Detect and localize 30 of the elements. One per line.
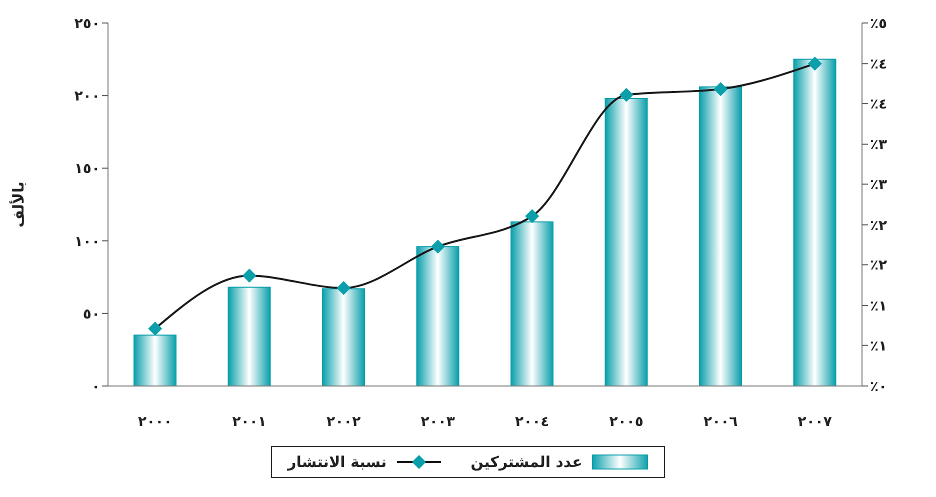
- x-tick-label: ٢٠٠٢: [326, 414, 362, 430]
- legend-label: عدد المشتركين: [470, 453, 582, 471]
- y-tick-label: ٢٥٠: [74, 16, 100, 32]
- bar: [699, 86, 742, 386]
- x-tick-label: ٢٠٠١: [232, 414, 266, 430]
- y-tick-label: ٠: [91, 378, 100, 395]
- legend-label: نسبة الانتشار: [288, 453, 387, 471]
- y-axis-title: بالألف: [8, 182, 28, 228]
- y-tick-label: ٥٠: [82, 306, 100, 322]
- y2-tick-label: ٪٤: [870, 96, 888, 113]
- x-tick-label: ٢٠٠٣: [420, 414, 456, 430]
- y2-tick-label: ٪٤: [870, 56, 888, 73]
- x-tick-label: ٢٠٠٧: [798, 414, 832, 430]
- y-tick-label: ١٠٠: [74, 234, 100, 250]
- y2-tick-label: ٪٢: [870, 218, 888, 234]
- y2-tick-label: ٪٥: [870, 16, 888, 32]
- y2-tick-label: ٪٠: [870, 378, 888, 395]
- y2-tick-label: ٪١: [870, 298, 888, 314]
- y-tick-label: ١٥٠: [74, 161, 100, 178]
- y2-tick-label: ٪٣: [870, 177, 888, 194]
- y-tick-label: ٢٠٠: [74, 88, 100, 105]
- y2-tick-label: ٪٢: [870, 258, 888, 274]
- x-tick-label: ٢٠٠٥: [609, 414, 644, 430]
- y2-tick-label: ٪١: [870, 338, 888, 354]
- y2-tick-label: ٪٣: [870, 137, 888, 154]
- x-tick-label: ٢٠٠٤: [515, 414, 550, 430]
- bar: [228, 286, 271, 386]
- x-tick-label: ٢٠٠٦: [704, 414, 738, 430]
- x-tick-label: ٢٠٠٠: [138, 414, 172, 430]
- bar: [793, 58, 836, 386]
